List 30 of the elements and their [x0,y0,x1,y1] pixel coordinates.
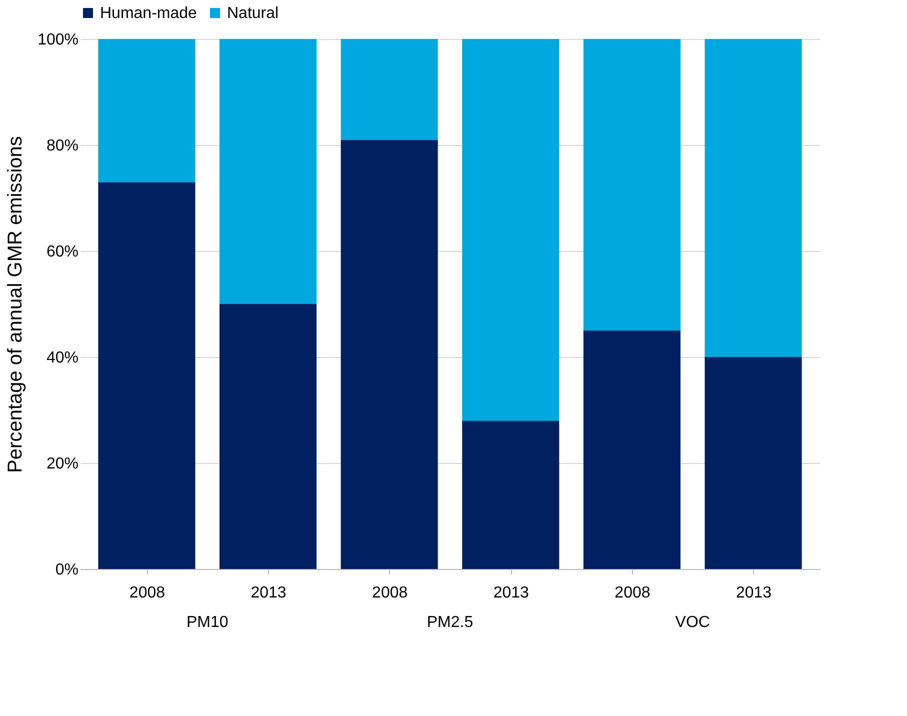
y-tick-label: 60% [46,244,78,260]
bar [220,39,317,304]
bar [583,39,680,330]
text: PM10 [186,614,228,631]
bar [220,304,317,569]
bar [462,420,560,569]
x-tick-label: 2013 [250,584,286,602]
bar [340,140,438,569]
bar [340,39,438,140]
text: VOC [675,614,710,631]
bar [98,182,196,569]
y-tick-label: 40% [46,350,78,366]
y-tick-label: 100% [38,32,78,48]
y-tick-label: 0% [55,562,78,578]
legend-label: Natural [227,5,279,22]
bar [98,39,196,182]
y-tick-label: 80% [46,138,78,154]
bar [704,357,802,569]
x-tick-label: 2008 [614,584,650,602]
x-tick-label: 2013 [736,584,772,602]
bar [704,39,802,357]
text: PM2.5 [426,614,474,631]
y-tick-label: 20% [46,456,78,472]
y-axis-title: Percentage of annual GMR emissions [4,136,27,473]
x-tick-label: 2008 [129,584,166,602]
legend-label: Human-made [100,5,198,22]
x-tick-label: 2013 [493,584,530,602]
x-tick-label: 2008 [372,584,408,602]
bar [583,330,680,569]
bar [462,39,560,421]
